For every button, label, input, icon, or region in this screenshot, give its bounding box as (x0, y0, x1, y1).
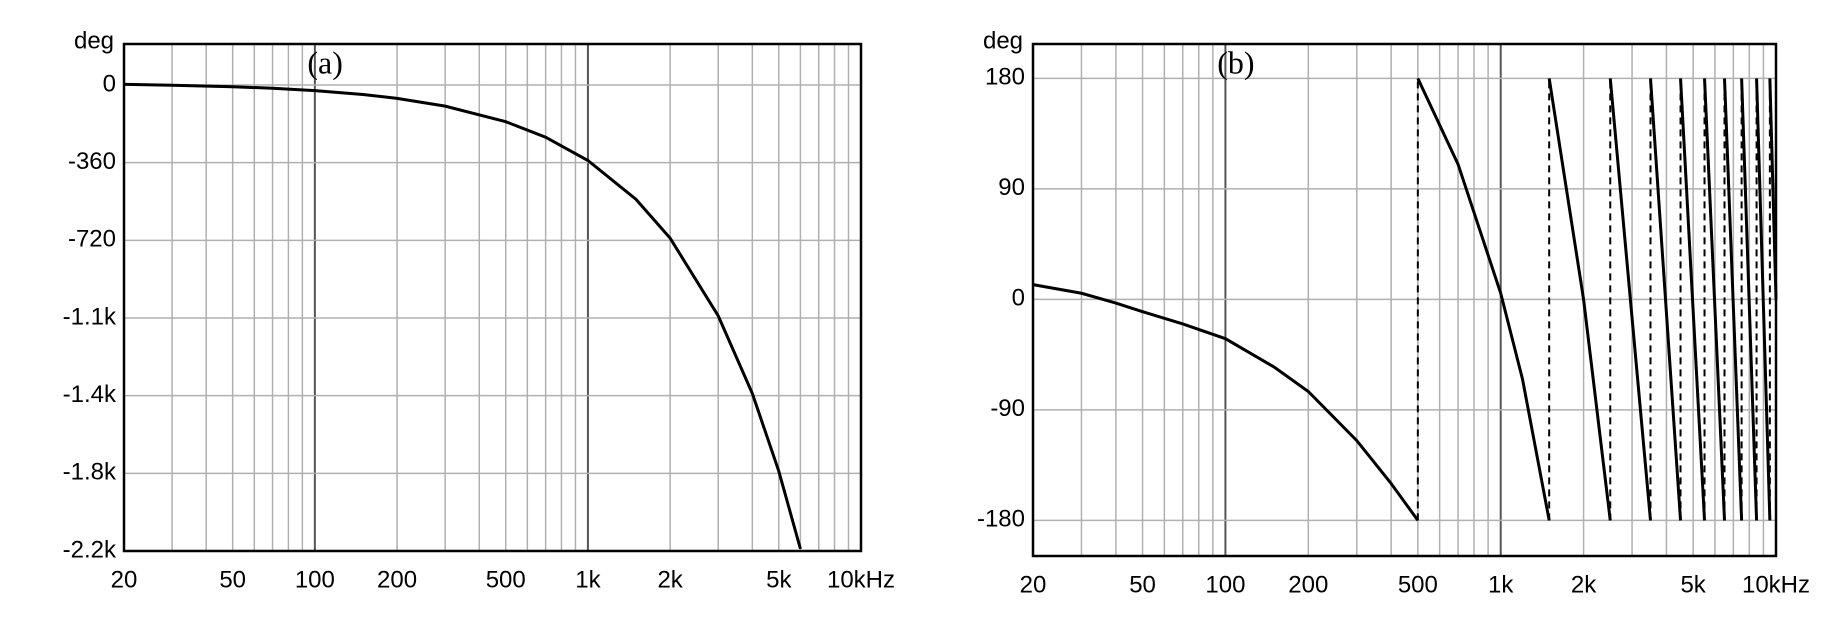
x-tick-label: 200 (1288, 571, 1328, 598)
y-tick-label: 90 (998, 174, 1025, 201)
x-tick-label: 100 (295, 566, 335, 593)
y-tick-label: 180 (985, 64, 1025, 91)
x-tick-label: 10kHz (1742, 571, 1810, 598)
y-tick-label: -720 (68, 226, 116, 253)
x-tick-label: 5k (1680, 571, 1706, 598)
x-tick-label: 2k (657, 566, 683, 593)
y-axis-label: deg (74, 27, 114, 54)
y-tick-label: -1.4k (63, 381, 117, 408)
x-tick-label: 50 (1129, 571, 1156, 598)
plot-frame (122, 42, 863, 553)
plot-frame (1031, 42, 1778, 558)
y-tick-label: -1.8k (63, 459, 117, 486)
x-tick-label: 200 (377, 566, 417, 593)
x-tick-label: 1k (575, 566, 601, 593)
curve (123, 82, 802, 550)
y-tick-label: -2.2k (63, 536, 117, 563)
x-tick-label: 50 (219, 566, 246, 593)
annotation: (a) (307, 44, 343, 80)
x-tick-label: 500 (486, 566, 526, 593)
curve (1032, 77, 1778, 522)
annotation: (b) (1217, 44, 1254, 80)
x-tick-label: 20 (1020, 571, 1047, 598)
y-axis-label: deg (983, 27, 1023, 54)
y-tick-label: 0 (1012, 285, 1025, 312)
x-tick-label: 100 (1205, 571, 1245, 598)
x-tick-label: 20 (111, 566, 138, 593)
x-tick-label: 1k (1488, 571, 1514, 598)
x-tick-label: 500 (1398, 571, 1438, 598)
y-tick-label: -180 (977, 506, 1025, 533)
y-tick-label: 0 (103, 70, 116, 97)
x-tick-label: 5k (766, 566, 792, 593)
x-tick-label: 2k (1571, 571, 1597, 598)
x-tick-label: 10kHz (827, 566, 895, 593)
y-tick-label: -90 (990, 395, 1025, 422)
y-tick-label: -360 (68, 148, 116, 175)
y-tick-label: -1.1k (63, 303, 117, 330)
